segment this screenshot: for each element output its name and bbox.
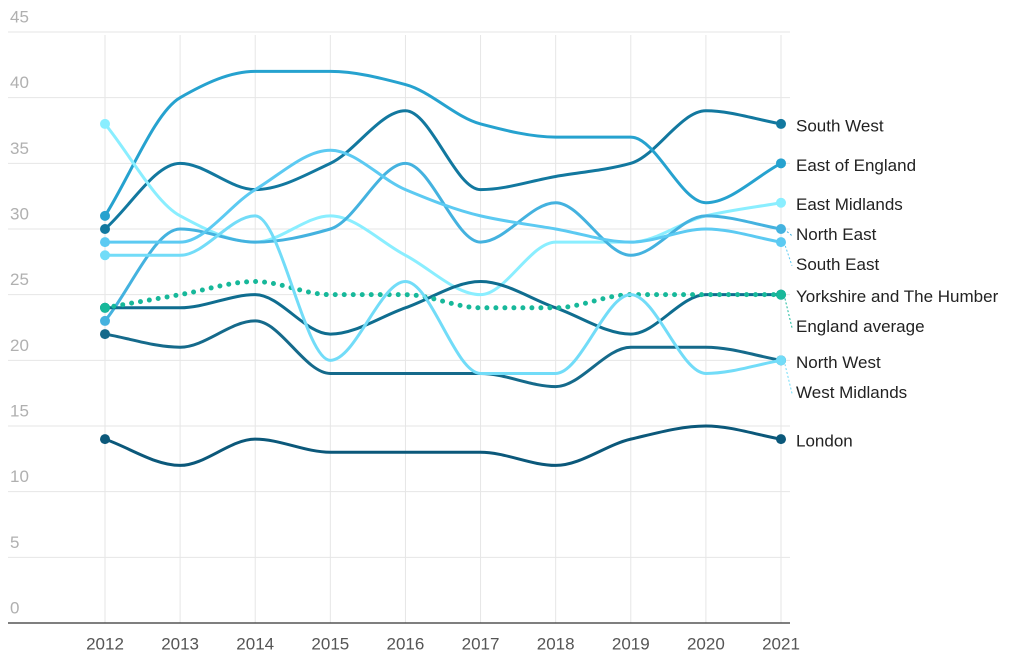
- legend-label: Yorkshire and The Humber: [796, 287, 999, 306]
- leader-line: [783, 294, 793, 328]
- marker: [100, 250, 110, 261]
- legend-label: London: [796, 432, 853, 451]
- line: [103, 319, 783, 389]
- marker: [776, 158, 786, 169]
- line: [103, 122, 783, 297]
- x-tick-label: 2019: [612, 634, 650, 653]
- line: [103, 280, 783, 336]
- x-tick-label: 2012: [86, 634, 124, 653]
- y-tick-label: 15: [10, 401, 29, 420]
- x-tick-label: 2018: [537, 634, 575, 653]
- legend-label: East of England: [796, 156, 916, 175]
- y-tick-label: 30: [10, 204, 29, 223]
- legend-label: England average: [796, 317, 925, 336]
- marker: [776, 118, 786, 129]
- legend-label: South East: [796, 255, 879, 274]
- y-tick-label: 25: [10, 270, 29, 289]
- x-tick-label: 2013: [161, 634, 199, 653]
- y-tick-label: 45: [10, 7, 29, 26]
- marker: [100, 237, 110, 248]
- marker: [776, 237, 786, 248]
- legend-label: East Midlands: [796, 195, 903, 214]
- x-tick-label: 2021: [762, 634, 800, 653]
- x-tick-label: 2014: [236, 634, 274, 653]
- marker: [776, 197, 786, 208]
- y-tick-label: 35: [10, 139, 29, 158]
- x-tick-label: 2016: [387, 634, 425, 653]
- line: [103, 424, 783, 467]
- legend-label: South West: [796, 116, 884, 135]
- marker: [100, 315, 110, 326]
- line: [103, 148, 783, 244]
- y-tick-label: 40: [10, 73, 29, 92]
- line: [103, 69, 783, 218]
- line: [102, 279, 784, 311]
- leader-line: [783, 360, 793, 394]
- marker: [100, 118, 110, 129]
- y-tick-label: 5: [10, 533, 19, 552]
- leader-line: [783, 241, 793, 266]
- marker: [776, 355, 786, 366]
- legend-label: West Midlands: [796, 383, 907, 402]
- y-tick-label: 10: [10, 467, 29, 486]
- marker: [100, 210, 110, 221]
- marker: [776, 289, 786, 300]
- y-tick-label: 0: [10, 598, 19, 617]
- line: [103, 109, 783, 231]
- line: [103, 214, 783, 375]
- marker: [100, 302, 110, 313]
- x-tick-label: 2017: [462, 634, 500, 653]
- leader-line: [783, 228, 793, 237]
- marker: [100, 434, 110, 445]
- marker: [100, 224, 110, 234]
- legend-label: North East: [796, 225, 877, 244]
- x-tick-label: 2020: [687, 634, 725, 653]
- marker: [776, 224, 786, 234]
- y-tick-label: 20: [10, 336, 29, 355]
- marker: [100, 329, 110, 340]
- line: [103, 161, 783, 323]
- legend-label: North West: [796, 353, 881, 372]
- marker: [776, 434, 786, 445]
- x-tick-label: 2015: [311, 634, 349, 653]
